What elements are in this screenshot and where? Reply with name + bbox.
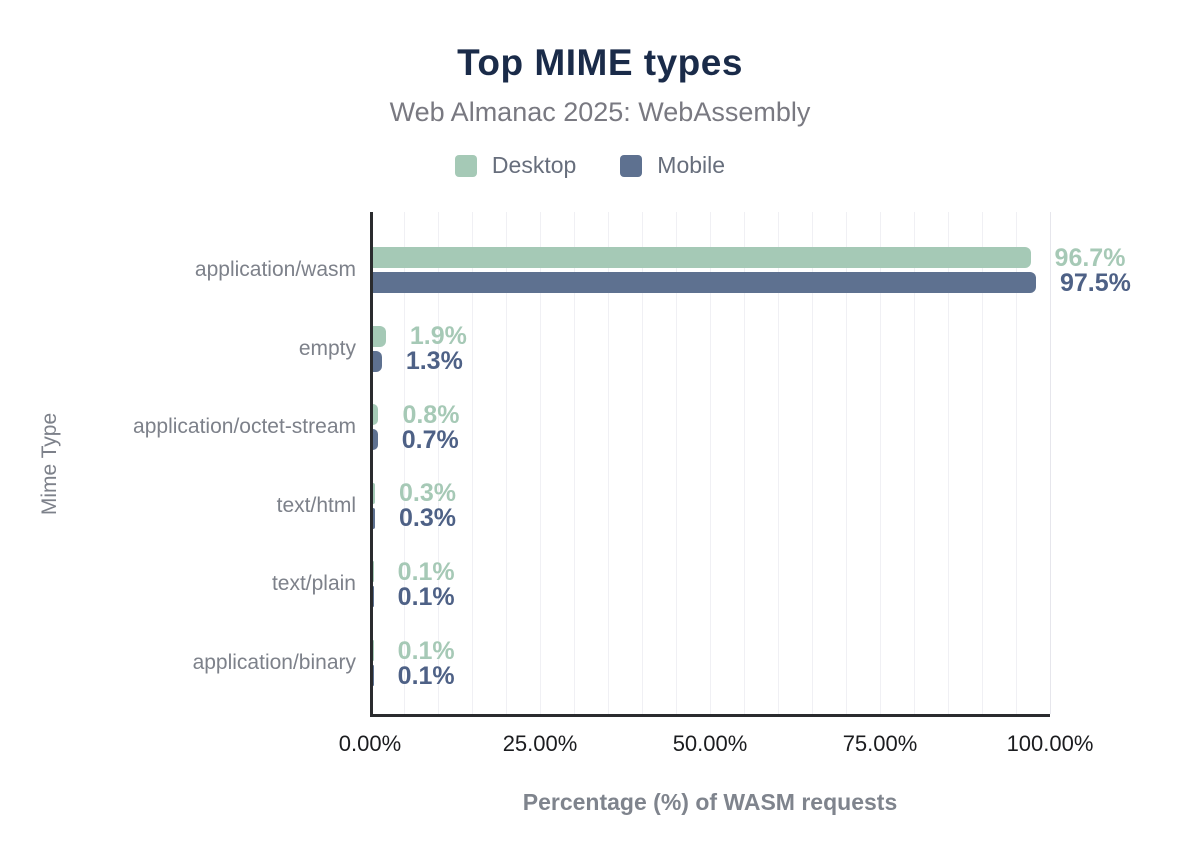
legend-item-mobile: Mobile bbox=[620, 152, 725, 179]
y-axis-title: Mime Type bbox=[38, 412, 61, 516]
chart-subtitle: Web Almanac 2025: WebAssembly bbox=[389, 97, 811, 127]
gridline bbox=[438, 212, 439, 714]
gridline bbox=[506, 212, 507, 714]
gridline bbox=[676, 212, 677, 714]
value-label-desktop: 0.1% bbox=[397, 557, 455, 586]
bar-desktop-application/wasm[interactable] bbox=[373, 247, 1031, 268]
gridline bbox=[1016, 212, 1017, 714]
x-axis-title: Percentage (%) of WASM requests bbox=[522, 789, 898, 815]
gridline bbox=[540, 212, 541, 714]
bar-desktop-text/plain[interactable] bbox=[373, 561, 374, 583]
category-label: text/html bbox=[276, 493, 356, 517]
category-label: empty bbox=[298, 336, 356, 360]
gridline bbox=[574, 212, 575, 714]
legend-label: Mobile bbox=[657, 152, 726, 178]
bar-desktop-application/binary[interactable] bbox=[373, 640, 374, 661]
x-tick-label: 100.00% bbox=[1006, 731, 1094, 756]
value-label-mobile: 97.5% bbox=[1060, 268, 1131, 297]
chart-title: Top MIME types bbox=[457, 42, 743, 83]
bar-desktop-empty[interactable] bbox=[373, 325, 386, 347]
value-label-desktop: 96.7% bbox=[1054, 243, 1126, 272]
x-tick-label: 25.00% bbox=[502, 731, 578, 756]
gridline bbox=[642, 212, 643, 714]
gridline bbox=[948, 212, 949, 714]
bar-mobile-text/html[interactable] bbox=[373, 507, 376, 529]
gridline bbox=[608, 212, 609, 714]
gridline bbox=[846, 212, 847, 714]
value-label-mobile: 0.7% bbox=[401, 425, 459, 454]
category-label: text/plain bbox=[271, 572, 356, 596]
gridline bbox=[914, 212, 915, 714]
gridline bbox=[710, 212, 711, 714]
gridline bbox=[982, 212, 983, 714]
bar-desktop-application/octet-stream[interactable] bbox=[373, 404, 379, 426]
bar-mobile-empty[interactable] bbox=[373, 350, 382, 372]
bar-mobile-text/plain[interactable] bbox=[373, 586, 374, 608]
bar-desktop-text/html[interactable] bbox=[373, 482, 376, 504]
bar-mobile-application/binary[interactable] bbox=[373, 665, 374, 686]
value-label-desktop: 1.9% bbox=[409, 322, 467, 351]
value-label-desktop: 0.8% bbox=[402, 400, 460, 429]
bar-mobile-application/wasm[interactable] bbox=[373, 272, 1036, 293]
category-label: application/octet-stream bbox=[133, 415, 356, 439]
category-label: application/binary bbox=[192, 651, 356, 674]
legend-item-desktop: Desktop bbox=[454, 152, 577, 179]
gridline bbox=[778, 212, 779, 714]
value-label-mobile: 0.1% bbox=[397, 661, 455, 690]
bar-mobile-application/octet-stream[interactable] bbox=[373, 429, 378, 451]
value-label-mobile: 0.3% bbox=[399, 504, 457, 533]
plot-area: 96.7% 97.5% 1.9% 1.3% 0.8% 0.7% 0.3% 0.3% 0.1% 0.… bbox=[370, 212, 1131, 717]
gridline bbox=[472, 212, 473, 714]
x-tick-label: 0.00% bbox=[338, 731, 402, 756]
legend-swatch-icon bbox=[454, 154, 477, 177]
gridline bbox=[880, 212, 881, 714]
gridline bbox=[404, 212, 405, 714]
legend-label: Desktop bbox=[491, 152, 577, 178]
gridline bbox=[812, 212, 813, 714]
category-label: application/wasm bbox=[194, 258, 356, 281]
legend-swatch-icon bbox=[620, 154, 643, 177]
gridline bbox=[744, 212, 745, 714]
gridline bbox=[1050, 212, 1051, 714]
value-label-mobile: 0.1% bbox=[397, 582, 455, 611]
value-label-desktop: 0.1% bbox=[397, 636, 455, 665]
x-tick-label: 50.00% bbox=[672, 731, 748, 756]
x-tick-label: 75.00% bbox=[842, 731, 918, 756]
legend: Desktop Mobile bbox=[0, 152, 1180, 179]
value-label-mobile: 1.3% bbox=[405, 347, 463, 376]
value-label-desktop: 0.3% bbox=[399, 479, 457, 508]
